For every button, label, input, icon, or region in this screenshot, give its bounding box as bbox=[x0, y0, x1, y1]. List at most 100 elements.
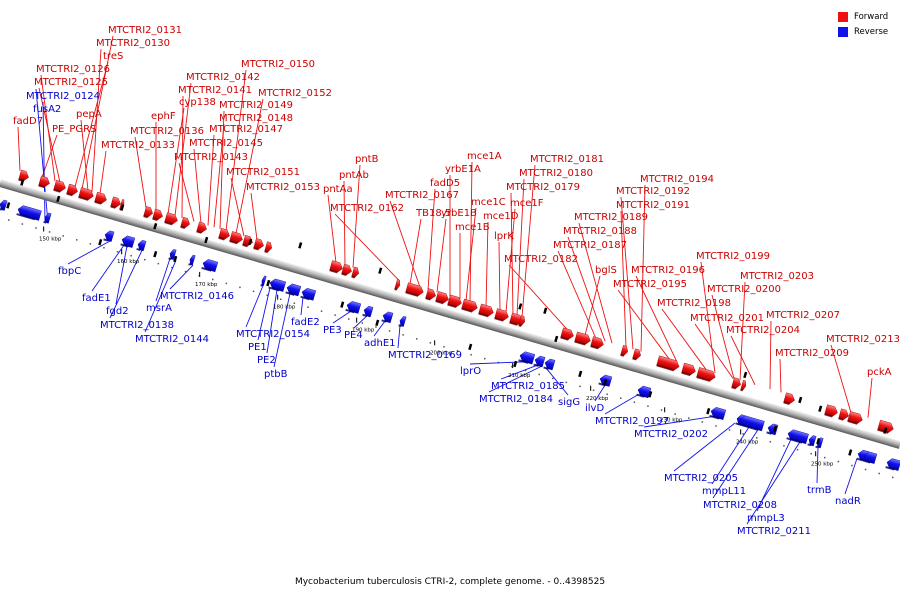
gene-shadow bbox=[783, 401, 790, 405]
major-tick bbox=[199, 271, 201, 277]
forward-gene bbox=[847, 411, 863, 425]
forward-gene-shape bbox=[838, 408, 849, 420]
forward-gene-shape bbox=[38, 175, 50, 188]
forward-gene-shape bbox=[518, 315, 526, 327]
forward-leader-line bbox=[389, 200, 421, 288]
gene-shadow bbox=[740, 388, 743, 392]
misc-feature bbox=[603, 378, 608, 386]
minor-tick bbox=[252, 290, 255, 293]
forward-gene-label: yrbE1A bbox=[445, 164, 481, 175]
forward-leader-line bbox=[74, 61, 109, 187]
forward-leader-line bbox=[635, 275, 678, 363]
minor-tick bbox=[280, 298, 282, 301]
forward-gene-label: bglS bbox=[595, 265, 617, 276]
forward-gene bbox=[494, 308, 509, 322]
gene-shadow bbox=[598, 382, 606, 387]
minor-tick bbox=[184, 270, 187, 273]
forward-gene-shape bbox=[590, 336, 604, 349]
forward-gene-shape bbox=[164, 212, 178, 225]
forward-gene-label: mce1A bbox=[467, 151, 502, 162]
forward-leader-line bbox=[134, 136, 147, 208]
forward-gene bbox=[461, 298, 478, 313]
reverse-leader-line bbox=[144, 260, 177, 333]
forward-gene-shape bbox=[94, 191, 107, 204]
gene-shadow bbox=[201, 266, 212, 272]
minor-tick bbox=[864, 468, 867, 471]
forward-gene-shape bbox=[341, 263, 352, 276]
misc-feature bbox=[20, 179, 25, 186]
reverse-leader-line bbox=[67, 240, 111, 265]
forward-gene bbox=[509, 312, 523, 326]
reverse-leader-line bbox=[273, 293, 291, 368]
scale-tick-label: 190 kbp bbox=[352, 328, 375, 334]
minor-tick bbox=[103, 247, 105, 249]
forward-gene bbox=[351, 266, 359, 279]
gene-shadow bbox=[766, 431, 772, 435]
major-tick bbox=[434, 340, 436, 346]
gene-shadow bbox=[560, 336, 569, 341]
forward-gene bbox=[180, 216, 190, 229]
forward-gene-label: MTCTRI2_0204 bbox=[726, 325, 800, 336]
reverse-leader-line bbox=[91, 244, 125, 292]
gene-shadow bbox=[738, 423, 759, 431]
reverse-gene-shape bbox=[544, 358, 556, 371]
forward-leader-line bbox=[38, 87, 61, 183]
forward-gene-label: MTCTRI2_0182 bbox=[504, 254, 578, 265]
legend-reverse-label: Reverse bbox=[854, 26, 889, 37]
minor-tick bbox=[756, 437, 758, 439]
gene-shadow bbox=[656, 364, 675, 372]
reverse-gene bbox=[168, 249, 177, 261]
minor-tick bbox=[116, 251, 119, 253]
forward-gene-label: MTCTRI2_0162 bbox=[330, 203, 404, 214]
minor-tick bbox=[334, 314, 336, 316]
minor-tick bbox=[361, 322, 364, 324]
forward-gene-shape bbox=[877, 419, 894, 433]
misc-feature bbox=[120, 204, 125, 211]
forward-gene bbox=[196, 221, 207, 234]
reverse-gene-shape bbox=[261, 275, 267, 287]
forward-gene bbox=[253, 238, 264, 251]
minor-tick-marks bbox=[8, 219, 894, 479]
forward-gene-label: MTCTRI2_0196 bbox=[631, 265, 705, 276]
gene-features bbox=[0, 169, 900, 471]
misc-feature bbox=[883, 427, 888, 434]
forward-gene-label: MTCTRI2_0141 bbox=[178, 85, 252, 96]
gene-shadow bbox=[518, 324, 522, 327]
reverse-leader-line bbox=[844, 458, 858, 495]
forward-leader-line bbox=[81, 35, 114, 189]
gene-shadow bbox=[709, 414, 720, 420]
reverse-gene-label: ptbB bbox=[264, 369, 288, 380]
gene-shadow bbox=[0, 207, 3, 211]
misc-feature bbox=[773, 425, 778, 432]
forward-gene bbox=[242, 234, 253, 248]
forward-leader-line bbox=[235, 98, 264, 234]
misc-feature bbox=[266, 279, 271, 287]
scale-tick-label: 160 kbp bbox=[117, 259, 140, 265]
gene-shadow bbox=[847, 419, 858, 425]
gene-shadow bbox=[196, 230, 202, 234]
reverse-gene bbox=[136, 240, 147, 252]
reverse-leader-line bbox=[266, 289, 278, 354]
forward-gene-label: MTCTRI2_0142 bbox=[186, 72, 260, 83]
forward-gene-shape bbox=[560, 327, 574, 340]
forward-leader-line bbox=[327, 194, 337, 263]
forward-gene bbox=[560, 327, 574, 341]
gene-shadow bbox=[509, 321, 518, 326]
forward-gene bbox=[838, 408, 849, 421]
reverse-gene-label: fadE1 bbox=[82, 293, 111, 304]
minor-tick bbox=[592, 389, 595, 392]
reverse-gene-label: MTCTRI2_0154 bbox=[236, 329, 310, 340]
misc-feature bbox=[56, 195, 61, 203]
reverse-leader-line bbox=[712, 429, 759, 499]
reverse-leader-line bbox=[643, 416, 714, 428]
reverse-gene-shape bbox=[382, 311, 394, 324]
reverse-gene-label: adhE1 bbox=[364, 338, 396, 349]
forward-leader-line bbox=[409, 218, 422, 285]
scale-tick-label: 220 kbp bbox=[586, 396, 609, 402]
forward-gene bbox=[341, 263, 352, 277]
minor-tick bbox=[769, 441, 772, 443]
gene-shadow bbox=[345, 308, 355, 314]
gene-shadow bbox=[425, 297, 431, 301]
reverse-leader-line bbox=[500, 364, 538, 380]
gene-shadow bbox=[264, 250, 269, 254]
